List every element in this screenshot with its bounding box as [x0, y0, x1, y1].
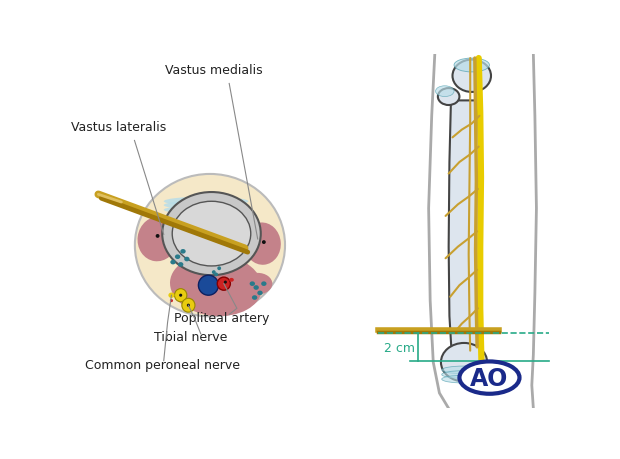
Ellipse shape	[257, 291, 263, 296]
Text: 2 cm: 2 cm	[384, 341, 415, 354]
Ellipse shape	[243, 273, 272, 295]
Text: AO: AO	[471, 367, 508, 391]
Text: Popliteal artery: Popliteal artery	[174, 311, 269, 324]
Ellipse shape	[441, 366, 486, 374]
Ellipse shape	[453, 61, 491, 93]
Ellipse shape	[180, 250, 186, 254]
Ellipse shape	[262, 241, 266, 245]
Text: Common peroneal nerve: Common peroneal nerve	[85, 358, 240, 371]
Text: Tibial nerve: Tibial nerve	[154, 330, 228, 343]
Polygon shape	[449, 101, 480, 355]
Ellipse shape	[182, 299, 195, 313]
Ellipse shape	[170, 255, 262, 316]
Ellipse shape	[178, 263, 184, 267]
Ellipse shape	[164, 206, 249, 215]
Ellipse shape	[252, 296, 257, 300]
Ellipse shape	[138, 217, 178, 262]
Ellipse shape	[217, 267, 221, 271]
Ellipse shape	[438, 89, 459, 106]
Ellipse shape	[244, 223, 281, 265]
Ellipse shape	[441, 375, 486, 383]
Ellipse shape	[254, 285, 259, 290]
Ellipse shape	[212, 271, 216, 274]
Ellipse shape	[436, 87, 454, 97]
Ellipse shape	[162, 193, 261, 275]
Ellipse shape	[454, 59, 489, 73]
Ellipse shape	[261, 282, 267, 286]
Ellipse shape	[184, 257, 190, 262]
Ellipse shape	[175, 289, 187, 302]
Ellipse shape	[441, 343, 487, 381]
Ellipse shape	[224, 281, 227, 284]
Ellipse shape	[164, 197, 249, 207]
Ellipse shape	[217, 278, 231, 291]
Ellipse shape	[459, 362, 520, 394]
Ellipse shape	[170, 299, 173, 302]
Ellipse shape	[169, 293, 175, 298]
Ellipse shape	[187, 304, 190, 307]
Text: Vastus lateralis: Vastus lateralis	[71, 120, 167, 134]
Text: Vastus medialis: Vastus medialis	[165, 64, 263, 77]
Ellipse shape	[175, 255, 180, 259]
Ellipse shape	[170, 260, 175, 265]
Ellipse shape	[179, 294, 182, 297]
Ellipse shape	[135, 174, 285, 317]
Ellipse shape	[250, 282, 255, 286]
Ellipse shape	[164, 201, 249, 210]
Ellipse shape	[441, 371, 486, 379]
Ellipse shape	[156, 235, 159, 238]
Ellipse shape	[198, 275, 218, 296]
Ellipse shape	[172, 202, 250, 266]
Ellipse shape	[229, 278, 234, 282]
Ellipse shape	[214, 273, 218, 277]
